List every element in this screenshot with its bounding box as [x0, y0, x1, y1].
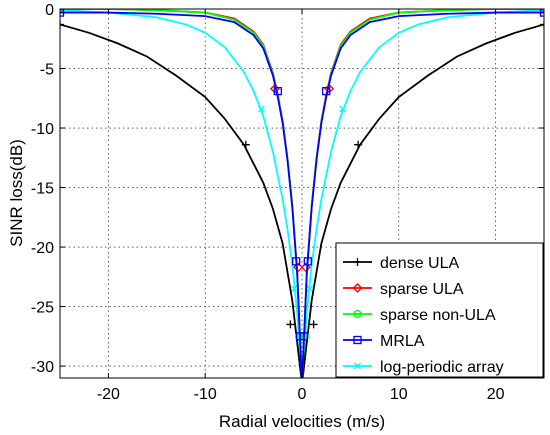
legend-label: sparse non-ULA — [380, 307, 496, 324]
series-line-dense-ula — [60, 23, 544, 378]
legend-box — [335, 242, 544, 378]
series-layer — [60, 9, 544, 378]
y-tick-label: -20 — [31, 240, 54, 257]
marker-sparse-ula — [300, 262, 311, 273]
marker-mrla — [299, 332, 309, 341]
legend-item-sparse-ula: sparse ULA — [343, 281, 464, 298]
marker-sparse-ula — [293, 262, 304, 273]
y-tick-label: -15 — [31, 181, 54, 198]
marker-log-periodic-array — [306, 285, 314, 293]
marker-mrla — [322, 86, 331, 96]
y-tick-label: -25 — [31, 300, 54, 317]
axis-ticks: -20 -10 0 10 20 0 -5 -10 -15 -20 -25 -30 — [31, 2, 544, 403]
marker-mrla — [60, 9, 65, 17]
y-tick-label: 0 — [45, 2, 54, 19]
x-tick-label: 10 — [390, 386, 408, 403]
y-axis-title: SINR loss(dB) — [7, 139, 26, 247]
x-tick-label: 0 — [298, 386, 307, 403]
legend-item-log-periodic-array: log-periodic array — [343, 359, 504, 376]
series-mrla — [60, 9, 544, 378]
marker-mrla — [303, 257, 312, 266]
legend-item-dense-ula: dense ULA — [343, 255, 459, 272]
series-line-mrla — [60, 11, 544, 378]
legend-label: MRLA — [380, 333, 425, 350]
legend-marker — [353, 309, 362, 319]
y-tick-label: -10 — [31, 121, 54, 138]
marker-log-periodic-array — [339, 105, 347, 113]
legend-item-mrla: MRLA — [343, 333, 425, 350]
legend-item-sparse-non-ula: sparse non-ULA — [343, 307, 496, 324]
legend: dense ULA sparse ULA sparse non-ULA MRLA log… — [335, 242, 544, 378]
marker-log-periodic-array — [290, 285, 298, 293]
marker-dense-ula — [354, 140, 363, 149]
marker-mrla — [539, 9, 544, 17]
marker-dense-ula — [309, 320, 318, 329]
legend-marker — [353, 335, 362, 345]
x-axis-title: Radial velocities (m/s) — [219, 412, 385, 431]
y-tick-label: -5 — [40, 62, 54, 79]
legend-label: log-periodic array — [380, 359, 504, 376]
x-tick-label: -10 — [194, 386, 217, 403]
series-line-log-periodic-array — [60, 9, 544, 378]
marker-mrla — [273, 86, 282, 96]
x-tick-label: 20 — [487, 386, 505, 403]
series-line-sparse-ula — [60, 9, 544, 378]
series-line-sparse-non-ula — [60, 9, 544, 378]
marker-dense-ula — [286, 320, 295, 329]
marker-dense-ula — [60, 20, 64, 29]
marker-mrla — [292, 257, 301, 266]
legend-marker — [354, 362, 361, 370]
marker-dense-ula — [241, 140, 250, 149]
x-tick-label: -20 — [97, 386, 120, 403]
series-dense-ula — [60, 20, 544, 378]
legend-label: dense ULA — [380, 255, 459, 272]
marker-dense-ula — [540, 20, 544, 29]
legend-label: sparse ULA — [380, 281, 464, 298]
legend-marker — [353, 258, 362, 266]
marker-log-periodic-array — [257, 105, 265, 113]
legend-marker — [352, 283, 363, 293]
y-tick-label: -30 — [31, 359, 54, 376]
